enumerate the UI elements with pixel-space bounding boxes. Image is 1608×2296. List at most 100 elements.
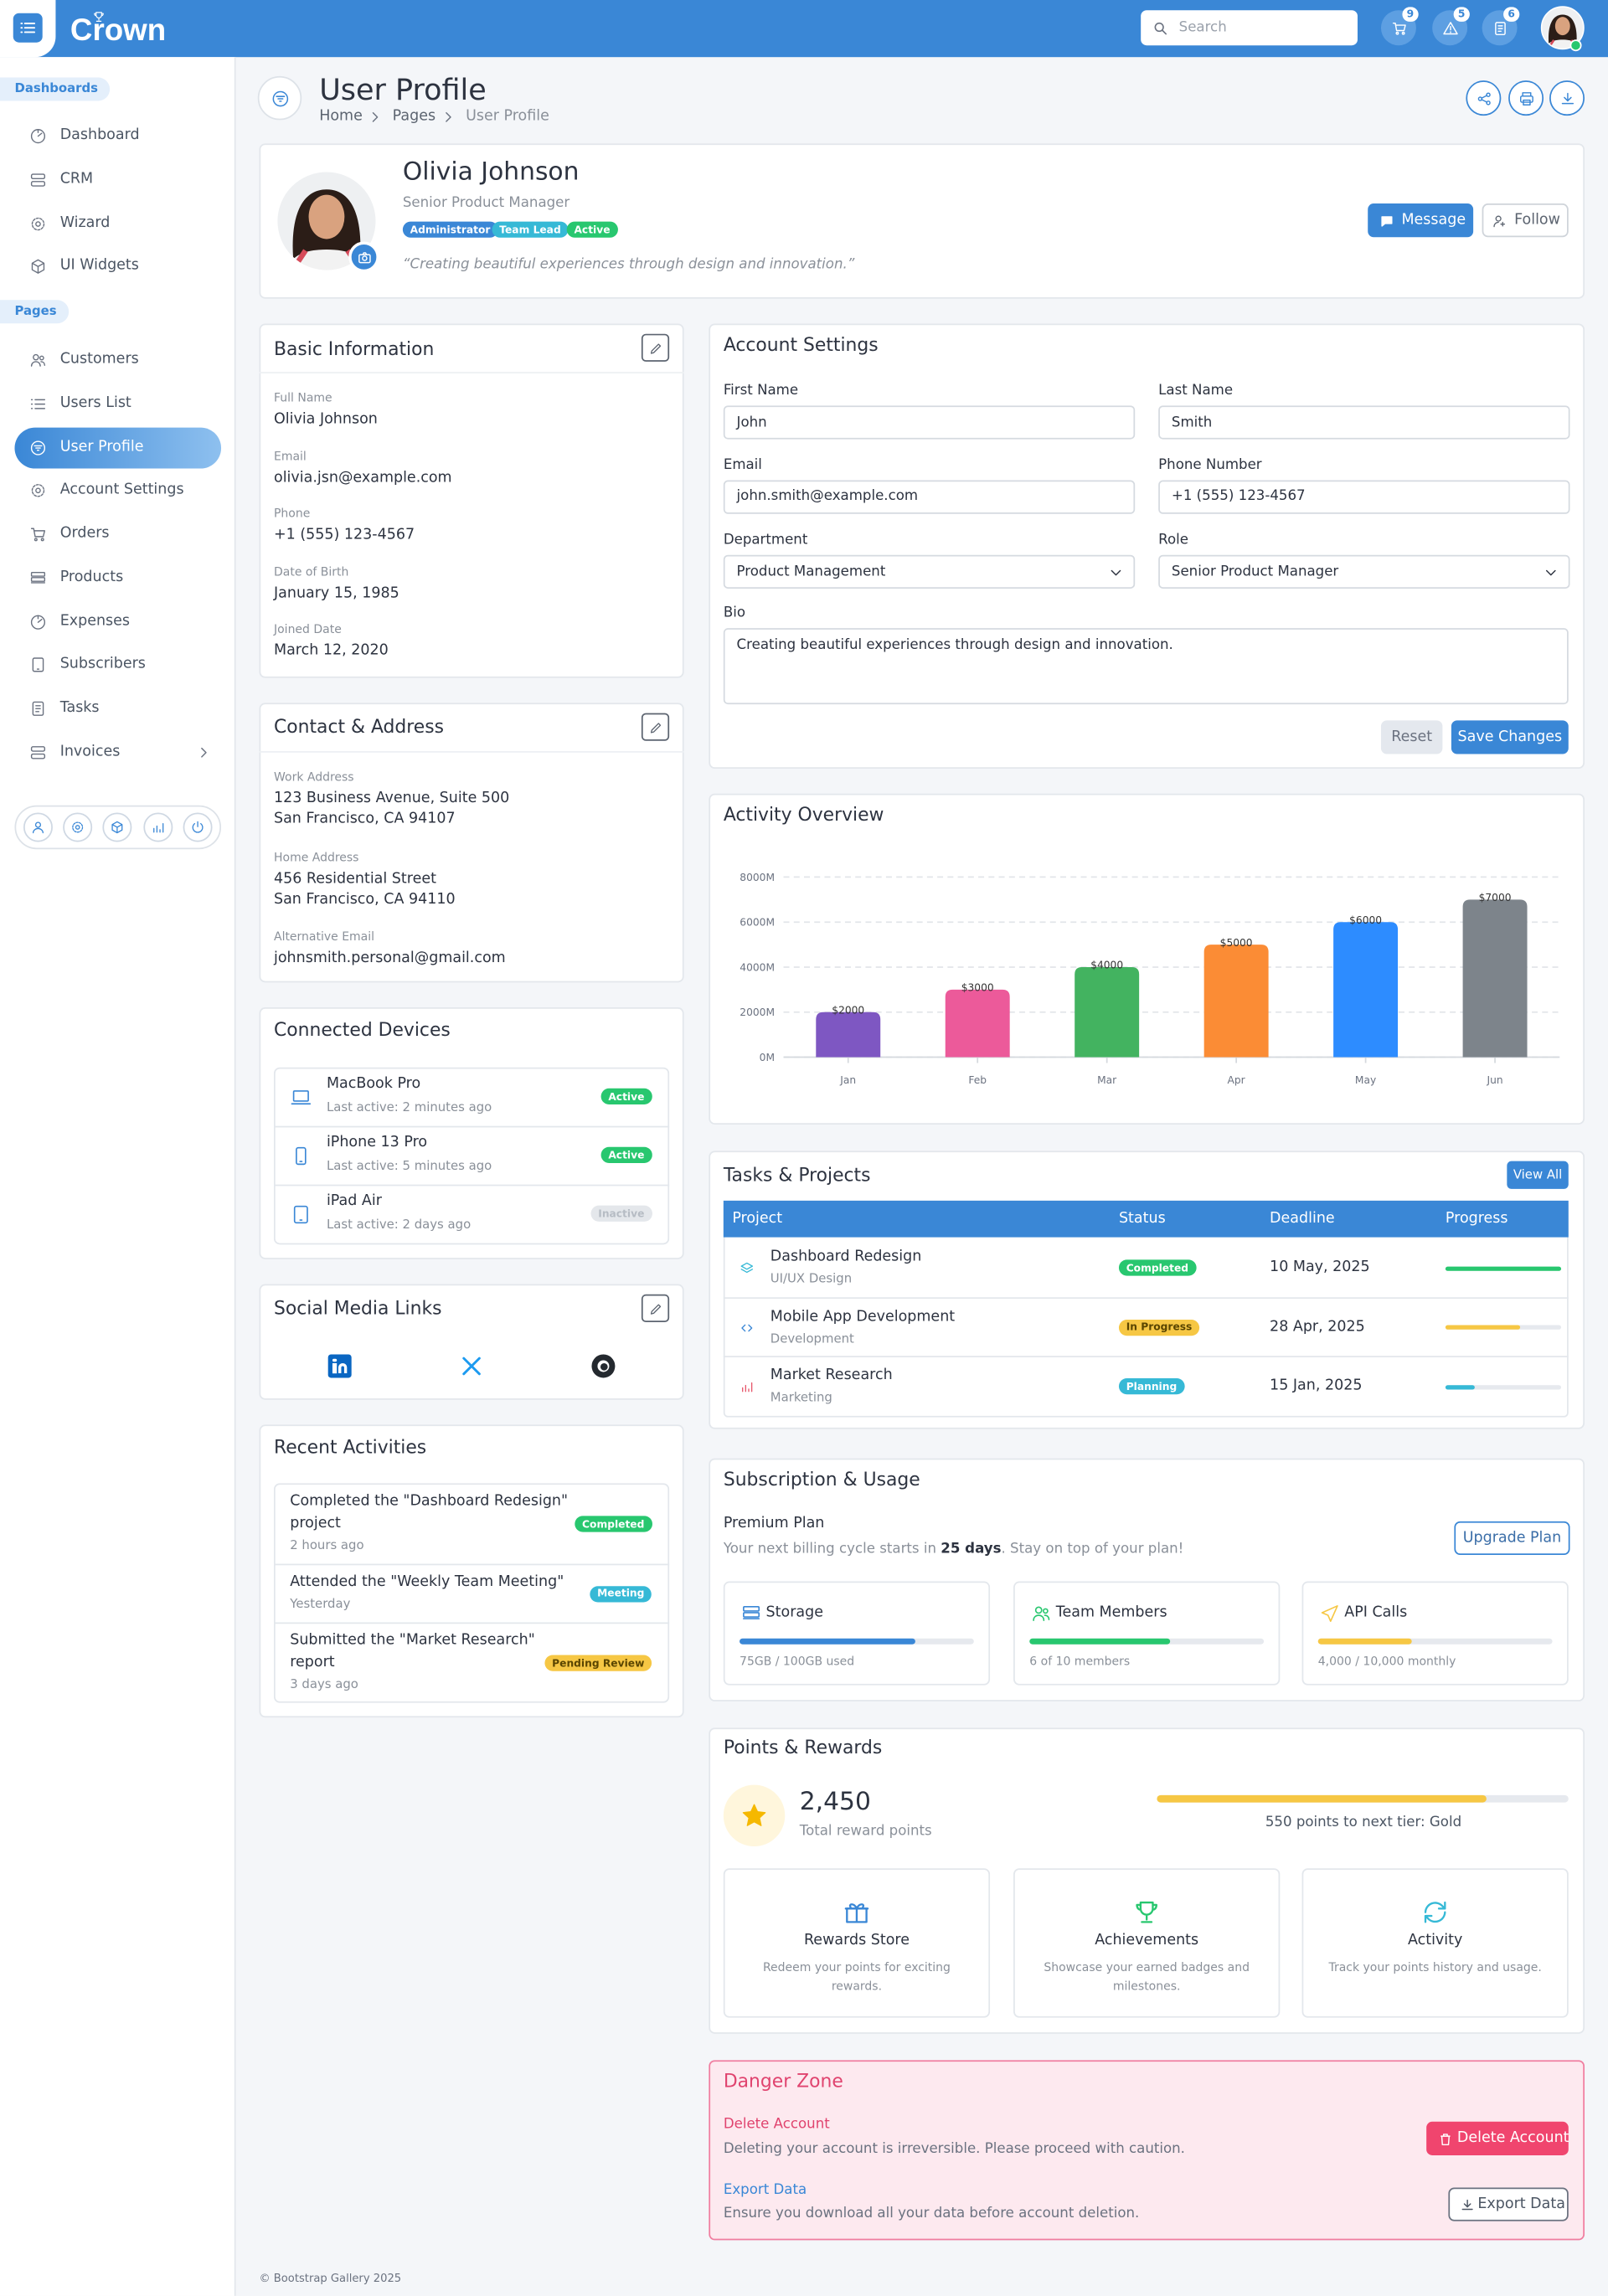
icon-part bbox=[292, 1204, 307, 1223]
activity-text: project bbox=[290, 1515, 341, 1532]
device-name: iPhone 13 Pro bbox=[326, 1135, 428, 1151]
icon-part bbox=[1480, 94, 1487, 102]
activity-badge: Completed bbox=[575, 1516, 652, 1533]
divider bbox=[273, 1563, 670, 1566]
activity-time: Yesterday bbox=[290, 1597, 351, 1613]
delete-button[interactable] bbox=[1426, 2121, 1569, 2155]
icon-cam bbox=[358, 251, 370, 263]
tool-button[interactable] bbox=[103, 812, 133, 842]
divider bbox=[273, 1125, 670, 1128]
reward-text: rewards. bbox=[831, 1979, 883, 1994]
activity-list bbox=[273, 1483, 670, 1703]
billing-text: Your next billing cycle starts in 25 day… bbox=[724, 1541, 1184, 1557]
search-box[interactable] bbox=[1141, 10, 1358, 46]
icon-part bbox=[1494, 21, 1505, 35]
icon-users bbox=[30, 353, 46, 367]
save-button[interactable] bbox=[1451, 720, 1569, 754]
sidebar-item: User Profile bbox=[59, 438, 144, 455]
page-action[interactable] bbox=[1466, 80, 1502, 116]
column-header: Progress bbox=[1445, 1211, 1508, 1228]
icon-part bbox=[650, 722, 661, 733]
view-all-button[interactable] bbox=[1507, 1161, 1569, 1189]
icon-part bbox=[284, 250, 369, 272]
notification-count: 5 bbox=[1453, 7, 1470, 23]
field-label: Phone bbox=[273, 507, 311, 521]
sidebar-item: UI Widgets bbox=[59, 258, 139, 275]
icon-part bbox=[1043, 1608, 1049, 1614]
icon-crm bbox=[30, 172, 46, 187]
upgrade-button[interactable] bbox=[1454, 1521, 1570, 1556]
billing-post: . Stay on top of your plan! bbox=[1001, 1541, 1184, 1557]
button-label: Export Data bbox=[1477, 2196, 1565, 2212]
tool-button[interactable] bbox=[142, 812, 173, 842]
active-item-bg[interactable] bbox=[14, 426, 222, 468]
edit-button[interactable] bbox=[641, 333, 670, 362]
select[interactable] bbox=[723, 554, 1136, 589]
select[interactable] bbox=[1158, 554, 1570, 589]
input[interactable] bbox=[723, 480, 1136, 514]
linkedin-glyph bbox=[332, 1362, 337, 1374]
icon-part bbox=[1554, 17, 1570, 36]
icon-laptop bbox=[290, 1089, 311, 1104]
follow-button[interactable] bbox=[1482, 203, 1569, 238]
device-status: Active bbox=[600, 1146, 652, 1164]
icon-part bbox=[37, 614, 43, 622]
icon-part bbox=[276, 170, 378, 272]
field-value: San Francisco, CA 94107 bbox=[273, 811, 456, 827]
input[interactable] bbox=[1158, 480, 1570, 514]
icon-dash bbox=[742, 1804, 766, 1826]
icon-down bbox=[1560, 92, 1574, 104]
status-badge: Planning bbox=[1118, 1377, 1184, 1395]
top-bar bbox=[0, 0, 1608, 58]
tool-button[interactable] bbox=[183, 812, 213, 842]
icon-part bbox=[34, 538, 38, 542]
avatar-upload[interactable] bbox=[348, 241, 379, 273]
icon-cart bbox=[30, 528, 46, 542]
tier-bar bbox=[1157, 1794, 1487, 1803]
breadcrumb-item: User Profile bbox=[466, 108, 549, 125]
input[interactable] bbox=[1158, 405, 1570, 440]
icon-part bbox=[446, 112, 451, 122]
card-title: Subscription & Usage bbox=[723, 1468, 920, 1490]
icon-part bbox=[741, 1323, 753, 1331]
page-action[interactable] bbox=[1508, 80, 1544, 116]
progress-track bbox=[1445, 1384, 1562, 1389]
icon-user bbox=[32, 821, 44, 834]
notification-count: 9 bbox=[1402, 7, 1419, 23]
card-title: Social Media Links bbox=[273, 1296, 442, 1319]
reset-button[interactable] bbox=[1380, 720, 1443, 754]
icon-part bbox=[1495, 214, 1502, 221]
reward-card[interactable] bbox=[723, 1868, 991, 2018]
edit-button[interactable] bbox=[641, 1294, 670, 1323]
icon-part bbox=[1440, 2133, 1451, 2145]
field-label: Bio bbox=[723, 605, 746, 621]
icon-users bbox=[1033, 1606, 1050, 1621]
usage-detail: 75GB / 100GB used bbox=[740, 1655, 855, 1669]
icon-part bbox=[33, 353, 39, 361]
profile-tag: Active bbox=[566, 221, 618, 239]
field-label: Work Address bbox=[273, 770, 354, 784]
icon-part bbox=[30, 399, 46, 409]
icon-part bbox=[1153, 22, 1163, 32]
icon-filter bbox=[271, 90, 288, 106]
icon-part bbox=[112, 821, 124, 834]
icon-cube bbox=[31, 260, 45, 275]
card-title: Points & Rewards bbox=[723, 1736, 883, 1758]
input[interactable] bbox=[723, 405, 1136, 440]
tool-button[interactable] bbox=[23, 812, 53, 842]
tool-button[interactable] bbox=[63, 812, 93, 842]
reward-card[interactable] bbox=[1013, 1868, 1281, 2018]
reward-title: Rewards Store bbox=[803, 1933, 910, 1949]
icon-part bbox=[1522, 99, 1530, 106]
icon-part bbox=[1111, 569, 1121, 575]
subscription-card bbox=[709, 1458, 1585, 1701]
divider bbox=[259, 751, 684, 753]
linkedin-glyph bbox=[332, 1357, 337, 1362]
edit-button[interactable] bbox=[641, 713, 670, 741]
icon-share bbox=[1477, 91, 1490, 105]
danger-item-title: Delete Account bbox=[723, 2116, 830, 2133]
reward-card[interactable] bbox=[1301, 1868, 1569, 2018]
input[interactable] bbox=[723, 628, 1569, 705]
icon-part bbox=[1392, 22, 1405, 31]
icon-part bbox=[1033, 1614, 1045, 1621]
